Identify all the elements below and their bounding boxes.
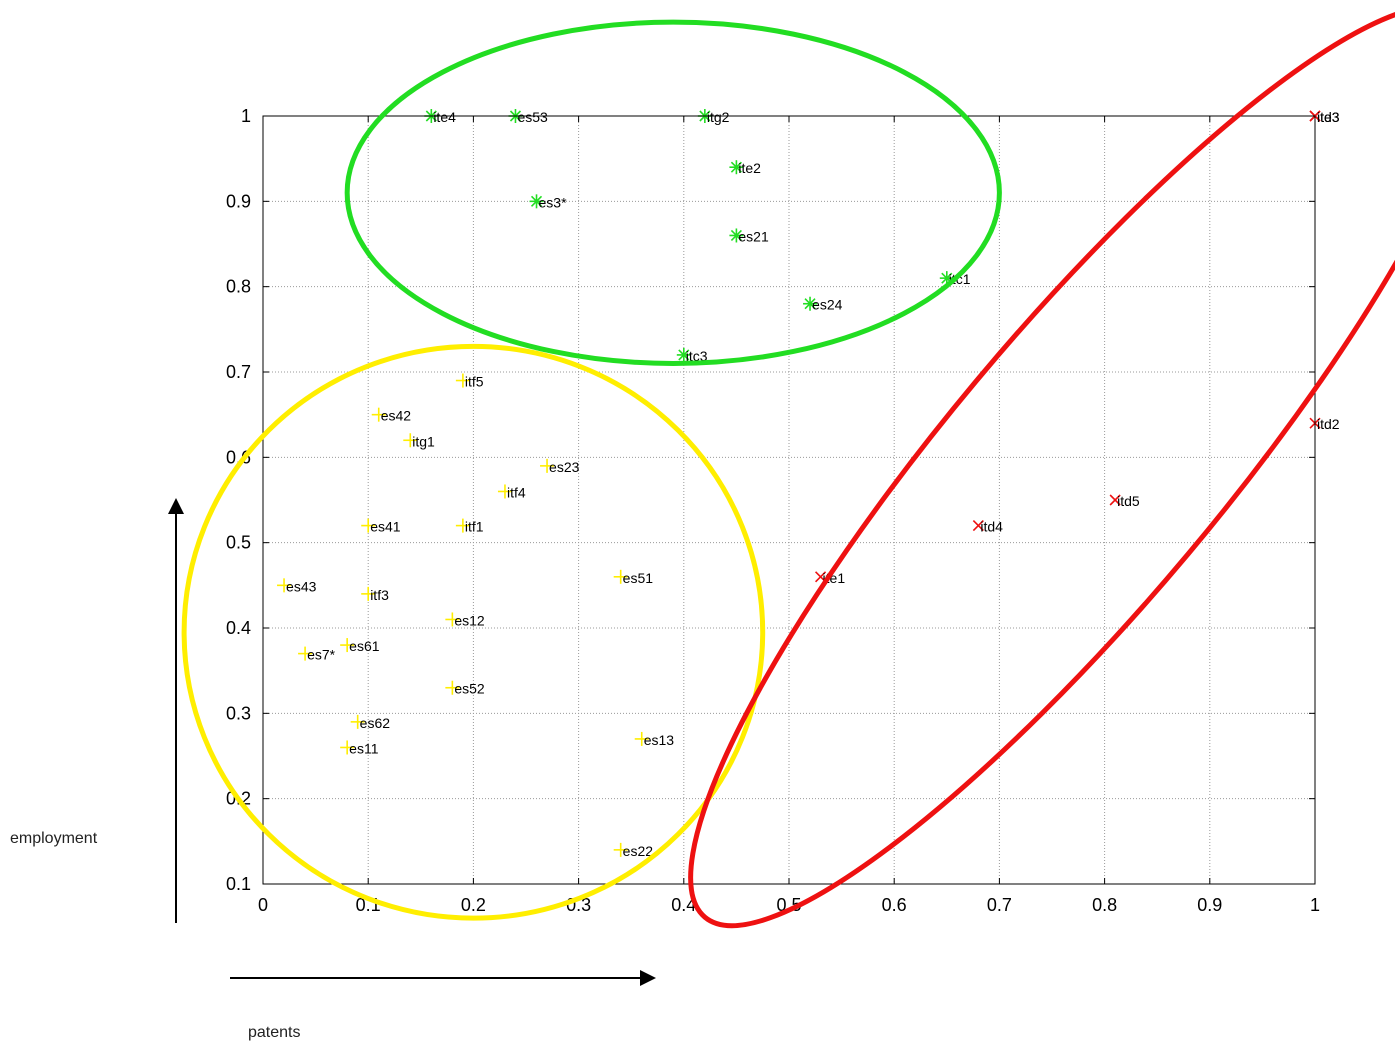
marker-stroke <box>804 298 816 310</box>
marker-stroke <box>530 195 543 207</box>
y-tick-label: 0.7 <box>226 362 251 382</box>
y-tick-label: 0.6 <box>226 447 251 467</box>
x-tick-label: 0.8 <box>1092 895 1117 915</box>
data-point-label: itf1 <box>465 519 484 535</box>
data-point-label: itd4 <box>980 519 1003 535</box>
data-point-plus <box>340 740 355 755</box>
cluster-ellipse <box>688 3 1395 929</box>
data-point-label: itc3 <box>686 348 708 364</box>
data-point-plus <box>361 518 376 533</box>
data-point-plus <box>540 458 555 473</box>
data-point-label: itf3 <box>370 587 389 603</box>
data-point-plus <box>613 842 628 857</box>
data-point-label: es42 <box>381 408 412 424</box>
marker-stroke <box>730 229 742 242</box>
data-point-plus <box>403 433 418 448</box>
marker-stroke <box>941 272 953 284</box>
x-axis-label: patents <box>248 1024 301 1041</box>
x-tick-label: 0 <box>258 895 268 915</box>
x-tick-label: 0.2 <box>461 895 486 915</box>
data-point-plus <box>371 407 386 422</box>
data-point-label: es7* <box>307 647 336 663</box>
y-tick-label: 0.4 <box>226 618 251 638</box>
data-point-star <box>729 160 744 175</box>
data-point-star <box>676 347 691 362</box>
data-point-label: es52 <box>454 681 485 697</box>
data-point-label: es11 <box>349 740 379 756</box>
y-axis-label: employment <box>10 830 98 847</box>
data-point-plus <box>445 612 460 627</box>
data-point-plus <box>497 484 512 499</box>
data-point-x <box>1109 494 1121 506</box>
data-point-label: ite2 <box>738 160 761 176</box>
data-point-label: es51 <box>623 570 654 586</box>
x-tick-label: 0.5 <box>776 895 801 915</box>
data-point-plus <box>277 578 292 593</box>
y-tick-label: 0.3 <box>226 703 251 723</box>
y-axis-arrowhead <box>168 498 184 514</box>
data-point-label: ite3 <box>1317 109 1340 125</box>
data-point-label: es24 <box>812 297 843 313</box>
marker-stroke <box>814 571 827 583</box>
data-point-label: itf5 <box>465 374 484 390</box>
data-point-label: itg1 <box>412 433 435 449</box>
data-point-label: es62 <box>360 715 391 731</box>
cluster-ellipse <box>181 343 766 921</box>
data-point-plus <box>613 569 628 584</box>
x-tick-label: 0.4 <box>671 895 696 915</box>
data-point-plus <box>634 731 649 746</box>
data-point-plus <box>361 586 376 601</box>
data-point-label: es61 <box>349 638 380 654</box>
data-point-label: itc1 <box>949 271 971 287</box>
data-point-star <box>803 296 818 311</box>
y-tick-label: 0.9 <box>226 191 251 211</box>
cluster-ellipse <box>344 19 1002 366</box>
data-point-plus <box>455 518 470 533</box>
x-tick-label: 0.7 <box>987 895 1012 915</box>
x-tick-label: 1 <box>1310 895 1320 915</box>
marker-stroke <box>1109 494 1121 506</box>
data-point-label: es23 <box>549 459 580 475</box>
marker-stroke <box>972 520 984 532</box>
data-point-label: es13 <box>644 732 675 748</box>
data-point-star <box>729 228 744 243</box>
data-point-label: es43 <box>286 578 317 594</box>
plot-frame <box>262 115 1316 885</box>
data-point-label: itf4 <box>507 484 526 500</box>
data-point-label: ite4 <box>433 109 456 125</box>
data-point-plus <box>298 646 313 661</box>
cluster-outlines <box>181 3 1395 929</box>
data-point-label: es12 <box>454 612 485 628</box>
x-tick-label: 0.6 <box>882 895 907 915</box>
data-point-label: es22 <box>623 843 654 859</box>
data-point-label: itd5 <box>1117 493 1140 509</box>
data-point-plus <box>455 373 470 388</box>
data-point-plus <box>340 638 355 653</box>
data-point-label: es3* <box>539 194 568 210</box>
y-tick-label: 1 <box>241 106 251 126</box>
x-axis-arrowhead <box>640 970 656 986</box>
data-point-label: es53 <box>517 109 548 125</box>
data-points <box>277 109 1321 857</box>
grid-lines <box>263 116 1315 884</box>
marker-stroke <box>730 161 742 173</box>
tick-labels: 0 0.1 0.2 0.3 0.4 0.5 0.6 0.7 0.8 0.9 10.10.20.30.… <box>226 106 1320 915</box>
data-point-x <box>972 520 984 532</box>
x-tick-label: 0.9 <box>1197 895 1222 915</box>
y-tick-label: 0.1 <box>226 874 251 894</box>
marker-stroke <box>678 349 690 361</box>
y-tick-label: 0.5 <box>226 533 251 553</box>
data-point-label: itg2 <box>707 109 730 125</box>
data-point-label: es21 <box>738 228 769 244</box>
data-point-label: itd3 <box>1317 109 1340 125</box>
data-point-plus <box>350 714 365 729</box>
data-point-star <box>529 194 544 209</box>
data-point-label: itd2 <box>1317 416 1340 432</box>
data-point-plus <box>445 680 460 695</box>
data-point-label: es41 <box>370 519 401 535</box>
y-tick-label: 0.8 <box>226 277 251 297</box>
data-point-labels: ite4 es53 itg2 ite2 es3* es21 itc1 es24 itc3 itf5… <box>286 109 1340 859</box>
